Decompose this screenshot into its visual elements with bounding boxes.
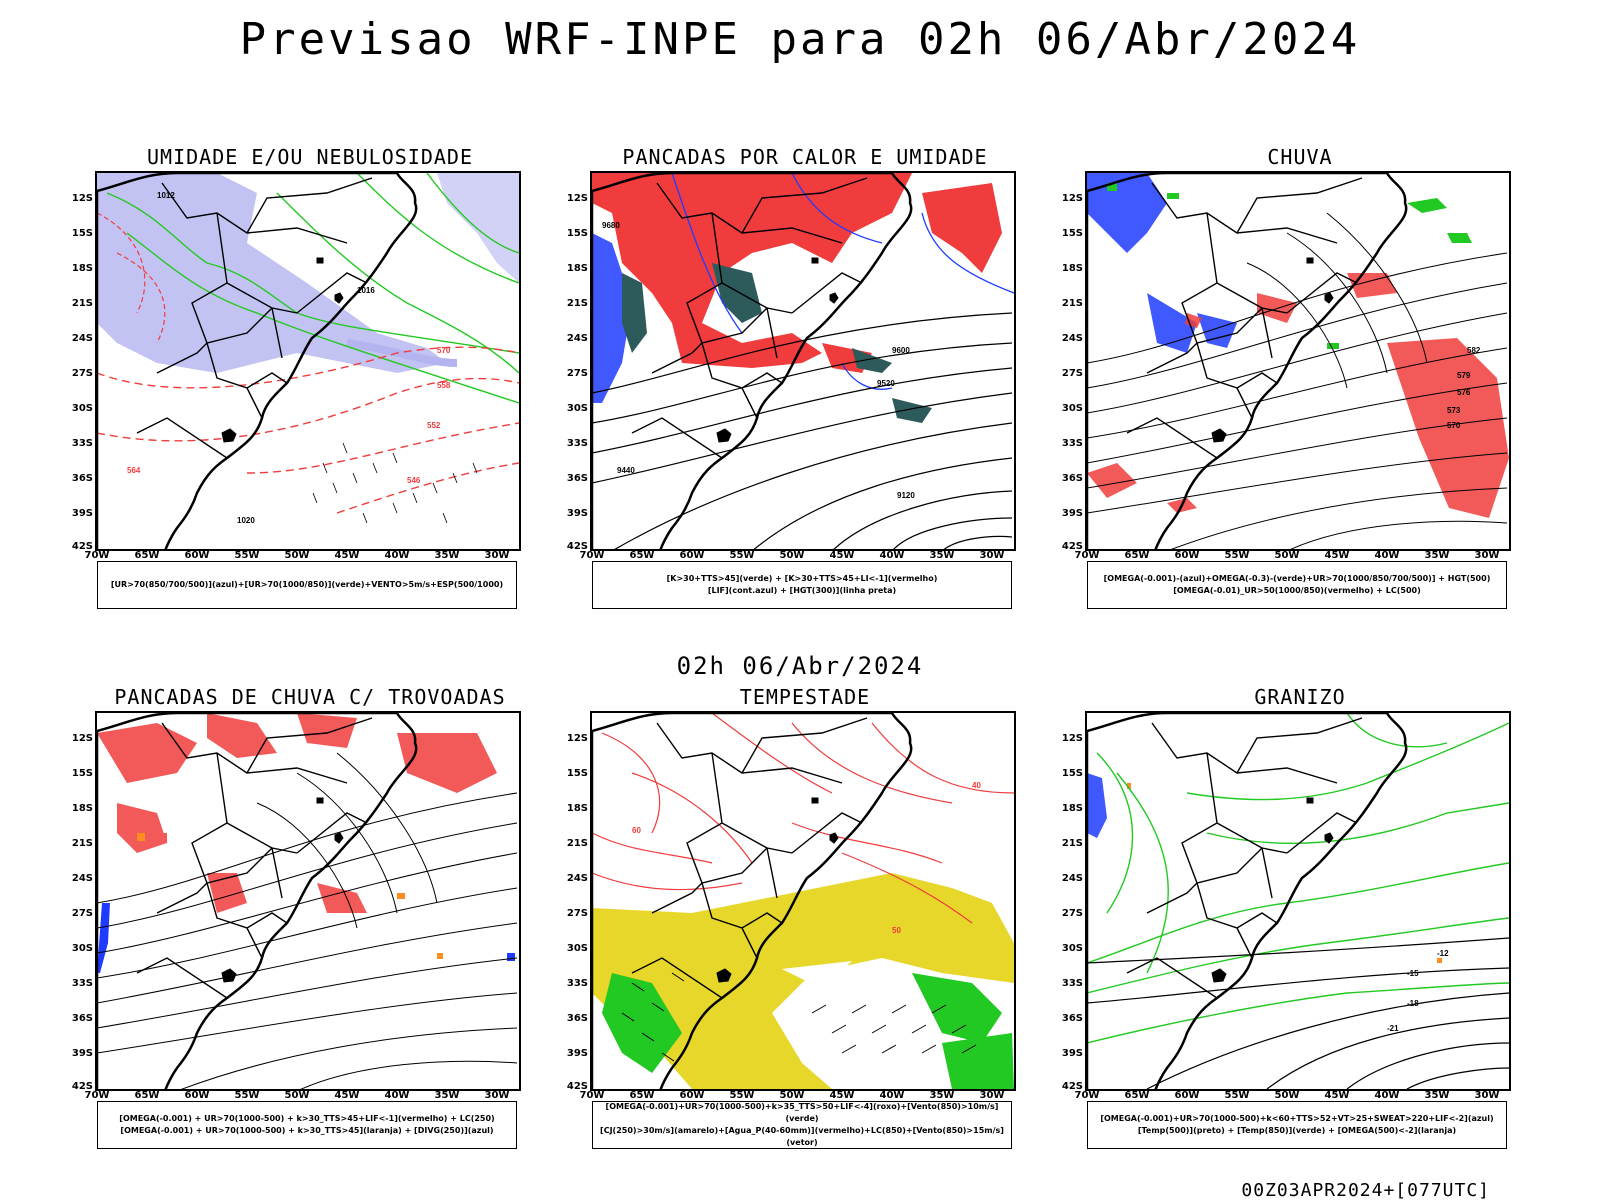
panel-title: PANCADAS POR CALOR E UMIDADE <box>622 145 988 169</box>
svg-text:579: 579 <box>1457 371 1471 380</box>
svg-text:558: 558 <box>437 381 451 390</box>
run-timestamp: 00Z03APR2024+[077UTC] <box>1241 1180 1490 1201</box>
legend: [OMEGA(-0.001)-(azul)+OMEGA(-0.3)-(verde… <box>1087 561 1507 609</box>
panel-pancadas-calor: PANCADAS POR CALOR E UMIDADE 9680 9600 9… <box>567 145 1040 645</box>
panel-title: GRANIZO <box>1254 685 1346 709</box>
main-title: Previsao WRF-INPE para 02h 06/Abr/2024 <box>239 14 1361 65</box>
legend: [UR>70(850/700/500)](azul)+[UR>70(1000/8… <box>97 561 517 609</box>
svg-text:570: 570 <box>437 346 451 355</box>
svg-text:582: 582 <box>1467 346 1481 355</box>
map-granizo: -12 -15 -18 -21 <box>1085 711 1511 1091</box>
map-chuva: 582 579 576 573 570 <box>1085 171 1511 551</box>
svg-text:1020: 1020 <box>237 516 255 525</box>
svg-text:564: 564 <box>127 466 141 475</box>
svg-text:573: 573 <box>1447 406 1461 415</box>
svg-text:-15: -15 <box>1407 969 1419 978</box>
legend: [OMEGA(-0.001)+UR>70(1000-500)+k<60+TTS>… <box>1087 1101 1507 1149</box>
svg-text:546: 546 <box>407 476 421 485</box>
svg-text:9680: 9680 <box>602 221 620 230</box>
svg-text:9120: 9120 <box>897 491 915 500</box>
mid-date: 02h 06/Abr/2024 <box>676 652 924 680</box>
map-umidade: 1012 1016 1020 570 564 558 552 546 <box>95 171 521 551</box>
panel-title: PANCADAS DE CHUVA C/ TROVOADAS <box>114 685 506 709</box>
humidity-fill-blue <box>97 173 447 373</box>
panel-title: CHUVA <box>1267 145 1333 169</box>
svg-text:570: 570 <box>1447 421 1461 430</box>
legend: [OMEGA(-0.001) + UR>70(1000-500) + k>30_… <box>97 1101 517 1149</box>
svg-text:-21: -21 <box>1387 1024 1399 1033</box>
svg-text:1016: 1016 <box>357 286 375 295</box>
svg-text:9520: 9520 <box>877 379 895 388</box>
panel-title: TEMPESTADE <box>739 685 871 709</box>
svg-text:50: 50 <box>892 926 901 935</box>
svg-text:-12: -12 <box>1437 949 1449 958</box>
map-pancadas-calor: 9680 9600 9520 9440 9120 <box>590 171 1016 551</box>
panel-tempestade: TEMPESTADE 40 50 60 12S 15S 18S 21S 24S … <box>567 685 1040 1185</box>
contour-label: 1012 <box>157 191 175 200</box>
panel-trovoadas: PANCADAS DE CHUVA C/ TROVOADAS 12S 15S 1… <box>72 685 545 1185</box>
svg-text:9600: 9600 <box>892 346 910 355</box>
svg-text:60: 60 <box>632 826 641 835</box>
panel-chuva: CHUVA 582 579 576 573 570 12S 15S 18S 21… <box>1062 145 1535 645</box>
panel-umidade: UMIDADE E/OU NEBULOSIDADE 1012 1016 1020… <box>72 145 545 645</box>
map-trovoadas <box>95 711 521 1091</box>
panel-title: UMIDADE E/OU NEBULOSIDADE <box>146 145 474 169</box>
map-tempestade: 40 50 60 <box>590 711 1016 1091</box>
legend: [OMEGA(-0.001)+UR>70(1000-500)+k>35_TTS>… <box>592 1101 1012 1149</box>
svg-text:40: 40 <box>972 781 981 790</box>
svg-text:552: 552 <box>427 421 441 430</box>
svg-text:9440: 9440 <box>617 466 635 475</box>
legend: [K>30+TTS>45](verde) + [K>30+TTS>45+LI<-… <box>592 561 1012 609</box>
panel-granizo: GRANIZO -12 -15 -18 -21 12S 15S 18S 21S … <box>1062 685 1535 1185</box>
svg-text:-18: -18 <box>1407 999 1419 1008</box>
svg-text:576: 576 <box>1457 388 1471 397</box>
